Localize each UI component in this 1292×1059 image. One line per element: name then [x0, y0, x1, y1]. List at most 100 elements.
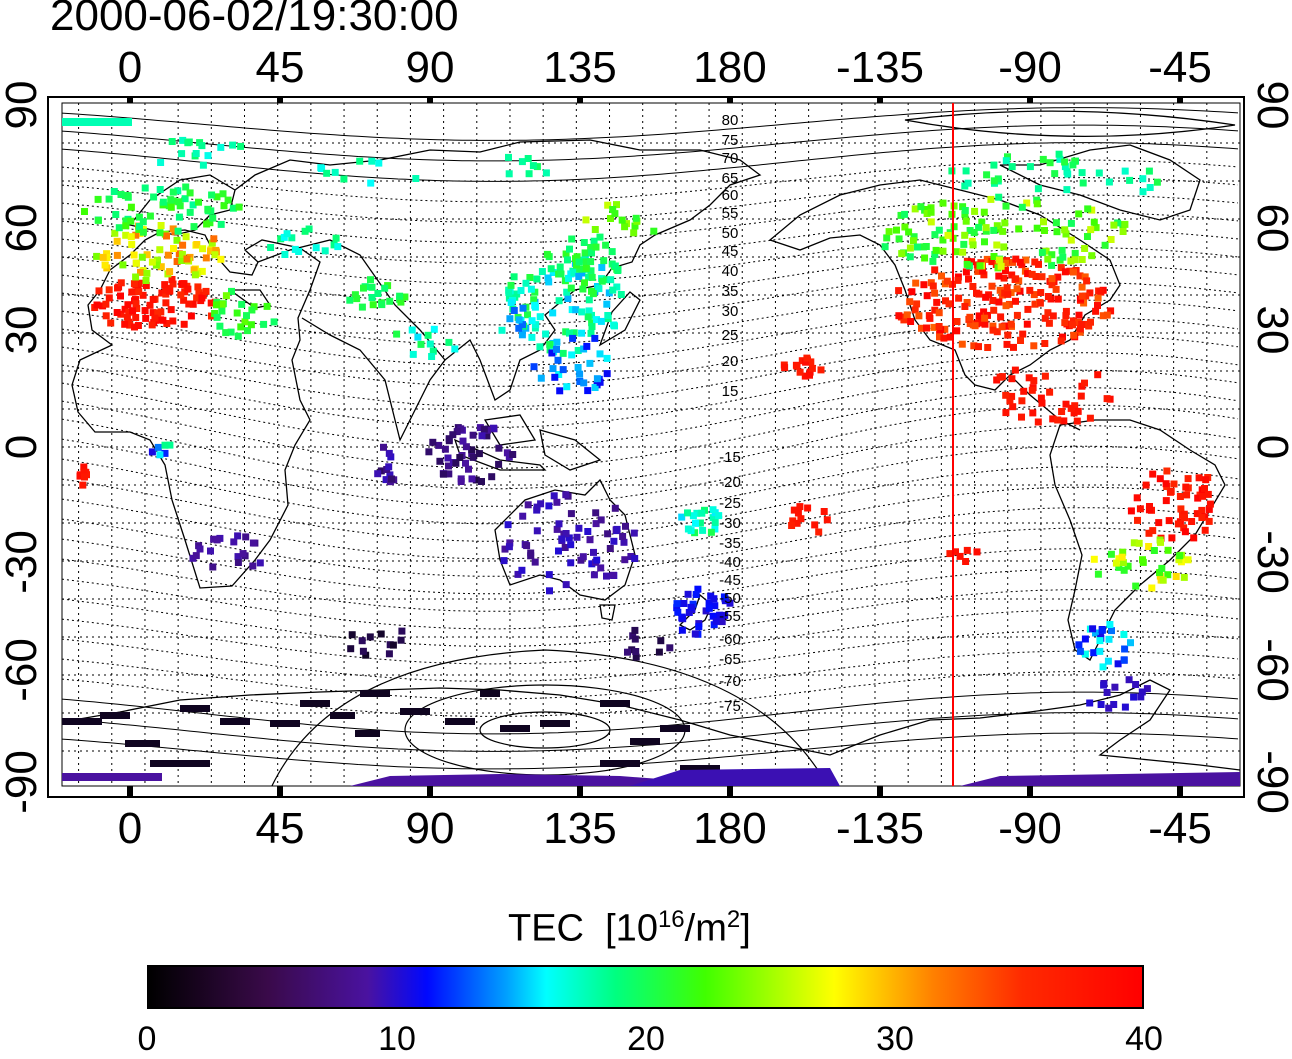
tec-point: [228, 287, 235, 295]
tec-point: [980, 271, 988, 279]
tec-point: [480, 690, 500, 697]
tec-point: [1202, 476, 1210, 484]
tec-point: [944, 231, 952, 239]
tec-point: [152, 261, 160, 269]
tec-point: [980, 208, 988, 216]
tec-point: [1029, 409, 1037, 417]
tec-point: [705, 599, 713, 607]
tec-point: [926, 314, 934, 322]
tec-point: [211, 251, 219, 259]
tec-point: [988, 282, 996, 290]
tec-point: [927, 208, 935, 216]
tec-point: [168, 276, 176, 283]
tec-point: [331, 168, 339, 176]
tec-point: [959, 203, 967, 211]
tec-point: [895, 235, 903, 243]
tec-point: [1198, 506, 1206, 514]
tec-point: [801, 372, 809, 380]
tec-point: [242, 533, 250, 541]
tec-point: [1002, 302, 1010, 310]
tec-point: [196, 545, 204, 553]
tec-point: [989, 297, 997, 304]
tec-point: [570, 329, 578, 337]
tec-point: [143, 269, 151, 277]
tec-point: [170, 245, 177, 252]
tec-point: [1058, 408, 1066, 415]
tec-point: [961, 207, 969, 214]
tec-point: [234, 332, 242, 340]
tec-point: [555, 547, 562, 555]
tec-point: [101, 261, 109, 269]
tec-point: [611, 262, 619, 270]
tec-point: [382, 476, 390, 484]
tec-point: [678, 513, 686, 521]
tec-point: [348, 631, 356, 639]
tec-point: [149, 296, 157, 303]
tec-point: [978, 218, 986, 226]
tec-point: [156, 186, 164, 193]
tec-point: [267, 244, 275, 251]
tec-point: [204, 152, 212, 160]
tec-point: [885, 228, 893, 236]
tec-point: [962, 217, 970, 225]
tec-point: [167, 306, 175, 314]
tec-point: [901, 210, 909, 218]
tec-point: [632, 214, 640, 222]
tec-point: [1132, 681, 1140, 688]
tec-point: [1135, 539, 1143, 547]
x-tick-bottom: 90: [406, 804, 455, 853]
tec-point: [982, 224, 990, 232]
tec-point: [360, 690, 390, 697]
tec-point: [575, 273, 583, 280]
tec-point: [115, 283, 123, 291]
tec-point: [445, 462, 452, 470]
contour-label: 50: [722, 225, 739, 242]
tec-point: [1062, 230, 1070, 238]
tec-point: [1011, 366, 1019, 374]
tec-point: [587, 329, 595, 337]
tec-point: [631, 635, 639, 643]
tec-point: [157, 222, 165, 229]
tec-point: [129, 307, 137, 315]
tec-point: [207, 547, 214, 555]
tec-point: [948, 167, 956, 175]
tec-point: [1060, 417, 1068, 425]
tec-point: [793, 362, 801, 370]
tec-point: [1206, 500, 1214, 508]
tec-point: [462, 443, 470, 451]
tec-point: [1201, 526, 1209, 534]
tec-point: [1119, 559, 1127, 567]
tec-point: [976, 262, 984, 270]
tec-point: [238, 300, 246, 308]
tec-point: [1089, 625, 1097, 633]
tec-point: [281, 251, 289, 258]
tec-point: [553, 498, 561, 506]
tec-point: [480, 425, 488, 433]
tec-point: [549, 269, 557, 276]
tec-point: [1061, 268, 1069, 276]
tec-point: [456, 454, 464, 461]
tec-point: [995, 193, 1003, 201]
tec-point: [161, 281, 169, 289]
tec-point: [239, 550, 247, 558]
tec-point: [606, 545, 614, 552]
tec-point: [100, 712, 130, 719]
tec-point: [507, 299, 515, 306]
tec-point: [711, 602, 719, 610]
tec-point: [1121, 167, 1129, 175]
tec-point: [478, 478, 485, 485]
tec-point: [148, 321, 156, 329]
tec-point: [175, 198, 183, 206]
tec-point: [533, 163, 541, 171]
tec-point: [566, 245, 573, 253]
tec-point: [531, 301, 539, 309]
tec-point: [1067, 219, 1075, 227]
tec-point: [141, 184, 149, 192]
contour-label: 20: [722, 353, 739, 370]
tec-point: [1124, 562, 1132, 570]
tec-point: [945, 300, 953, 308]
tec-point: [527, 285, 535, 293]
tec-point: [105, 294, 113, 302]
tec-point: [1112, 559, 1120, 567]
tec-point: [1009, 403, 1017, 411]
